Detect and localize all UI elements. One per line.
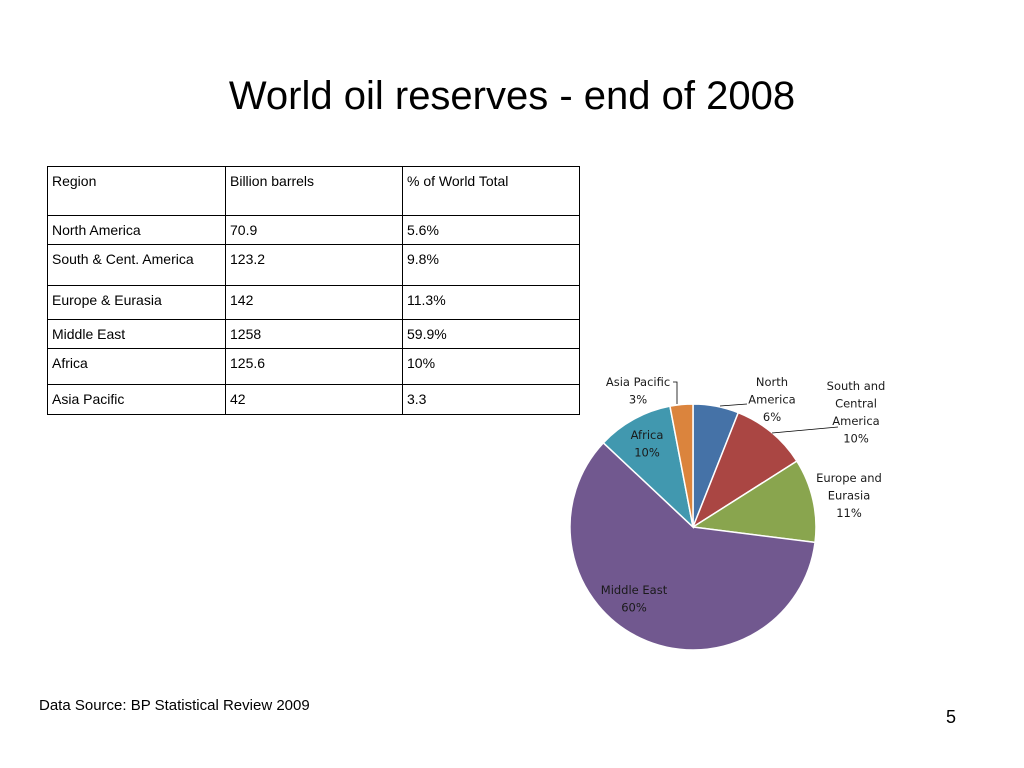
- leader-line: [771, 426, 839, 434]
- pie-slice: [690, 460, 817, 544]
- table-row: Asia Pacific 42 3.3: [47, 384, 580, 415]
- page-number: 5: [946, 707, 957, 727]
- cell-region: Middle East: [47, 319, 226, 349]
- cell-region: Asia Pacific: [47, 384, 226, 415]
- slice-label: Middle East 60%: [601, 583, 668, 615]
- cell-region: North America: [47, 215, 226, 245]
- leader-line: [673, 381, 678, 404]
- pie-slice: [569, 441, 816, 651]
- table-header-row: Region Billion barrels % of World Total: [47, 166, 580, 216]
- data-source-note: Data Source: BP Statistical Review 2009: [39, 697, 310, 714]
- slice-label: Europe and Eurasia 11%: [816, 471, 882, 520]
- table-row: Europe & Eurasia 142 11.3%: [47, 285, 580, 320]
- cell-barrels: 125.6: [225, 348, 403, 385]
- header-billion-barrels: Billion barrels: [225, 166, 403, 216]
- slice-label: Asia Pacific 3%: [606, 375, 670, 407]
- cell-region: Europe & Eurasia: [47, 285, 226, 320]
- cell-pct: 3.3: [402, 384, 580, 415]
- cell-barrels: 142: [225, 285, 403, 320]
- table-row: Middle East 1258 59.9%: [47, 319, 580, 349]
- pie-chart: North America 6% South and Central America 10%…: [569, 375, 886, 651]
- slice-label: North America 6%: [748, 375, 795, 424]
- pie-slice: [602, 405, 695, 530]
- cell-pct: 5.6%: [402, 215, 580, 245]
- slide-title: World oil reserves - end of 2008: [228, 74, 796, 118]
- table-row: Africa 125.6 10%: [47, 348, 580, 385]
- header-region: Region: [47, 166, 226, 216]
- slice-label: Africa 10%: [631, 428, 664, 460]
- cell-pct: 11.3%: [402, 285, 580, 320]
- cell-barrels: 42: [225, 384, 403, 415]
- cell-pct: 9.8%: [402, 244, 580, 286]
- pie-slice: [669, 403, 694, 528]
- cell-barrels: 70.9: [225, 215, 403, 245]
- slice-label: South and Central America 10%: [827, 379, 886, 446]
- cell-barrels: 123.2: [225, 244, 403, 286]
- cell-region: Africa: [47, 348, 226, 385]
- cell-pct: 10%: [402, 348, 580, 385]
- table-row: North America 70.9 5.6%: [47, 215, 580, 245]
- cell-pct: 59.9%: [402, 319, 580, 349]
- table-row: South & Cent. America 123.2 9.8%: [47, 244, 580, 286]
- leader-line: [719, 403, 748, 407]
- cell-region: South & Cent. America: [47, 244, 226, 286]
- header-pct-world: % of World Total: [402, 166, 580, 216]
- pie-slice: [691, 411, 798, 529]
- reserves-table: Region Billion barrels % of World Total …: [47, 166, 580, 415]
- cell-barrels: 1258: [225, 319, 403, 349]
